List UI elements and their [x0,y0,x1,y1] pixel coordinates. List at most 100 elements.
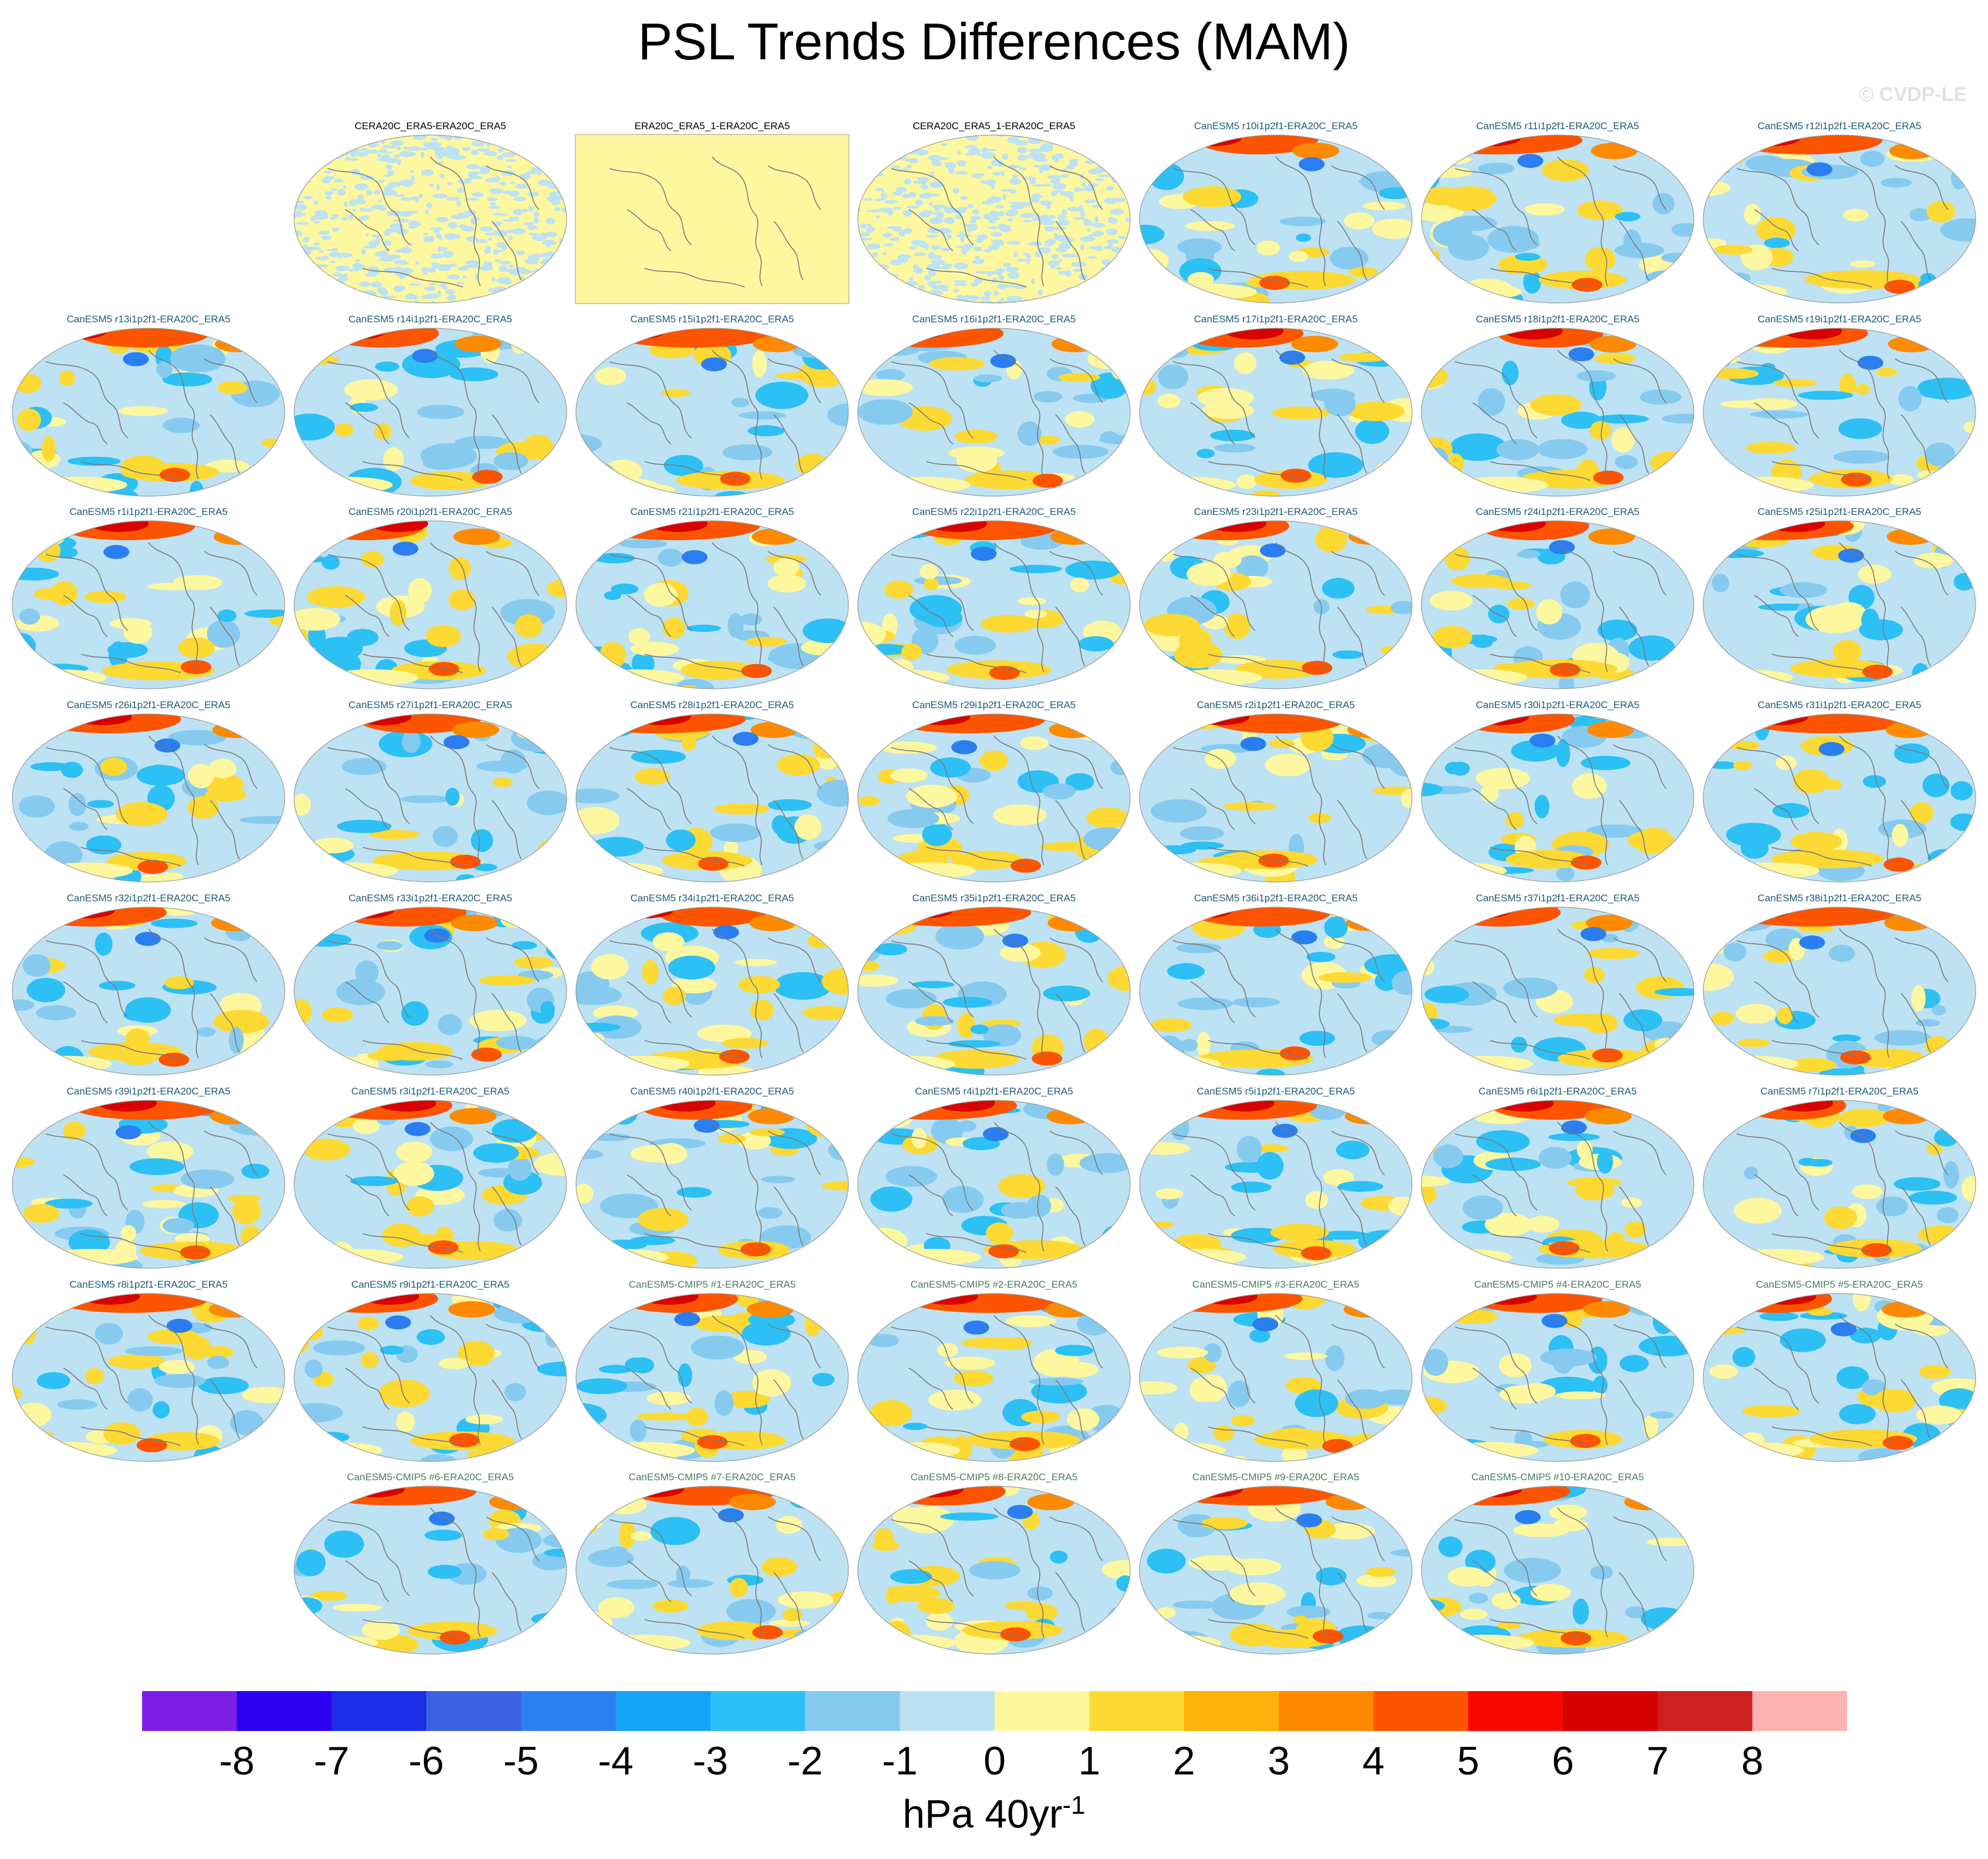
coastline [891,1133,974,1211]
anomaly-patch [1026,1603,1058,1622]
speckle-patch [337,188,346,196]
anomaly-patch [585,463,615,481]
colorbar-tick-label: 0 [983,1739,1006,1783]
anomaly-patch [658,548,683,567]
anomaly-patch [773,972,833,1000]
speckle-patch [484,245,491,250]
speckle-patch [354,183,369,190]
map-outline [1421,134,1694,304]
speckle-patch [910,294,922,301]
arctic-anomaly [1588,528,1636,545]
anomaly-patch [465,1414,503,1424]
anomaly-patch [870,1186,912,1212]
coastline [1895,165,1949,210]
speckle-patch [931,159,941,166]
map-plot [575,713,849,883]
anomaly-patch [1158,1294,1178,1308]
speckle-patch [1032,184,1044,187]
anomaly-patch [299,933,352,947]
southern-core [1861,1243,1892,1258]
speckle-patch [963,244,974,248]
anomaly-patch [1931,135,1976,147]
speckle-patch [561,176,566,182]
map-outline [1139,713,1413,883]
speckle-patch [1126,282,1130,287]
speckle-patch [394,218,410,223]
southern-core [159,1052,190,1067]
coastline [486,744,540,789]
coastline [491,221,522,281]
anomaly-patch [1798,390,1854,400]
speckle-patch [429,282,436,286]
anomaly-patch [1031,1379,1087,1404]
anomaly-patch [1623,1009,1663,1032]
anomaly-patch [26,529,41,541]
anomaly-patch [1572,1598,1589,1625]
coastline [1736,168,1819,245]
anomaly-patch [773,557,800,577]
map-plot [857,1100,1131,1269]
speckle-patch [362,245,377,249]
speckle-patch [967,204,974,208]
anomaly-patch [555,1520,567,1539]
anomaly-patch [1556,739,1571,767]
speckle-patch [294,153,301,158]
anomaly-patch [940,1512,999,1521]
coastline [1839,735,1890,865]
anomaly-patch [747,425,785,437]
speckle-patch [356,151,369,157]
arctic-anomaly [453,528,501,545]
anomaly-patch [1736,1003,1776,1024]
map-outline [857,907,1131,1076]
coastline [926,461,1027,481]
anomaly-patch [84,590,127,604]
map-outline [294,134,567,304]
anomaly-patch [439,1358,470,1369]
speckle-patch [294,175,305,180]
speckle-patch [488,206,501,210]
coastline [430,349,481,480]
anomaly-patch [1961,1176,1976,1202]
anomaly-patch [590,837,644,857]
anomaly-patch [1196,1032,1211,1058]
anomaly-patch [360,551,385,568]
anomaly-patch [1515,252,1541,261]
anomaly-patch [1236,1136,1262,1163]
arctic-core [1783,328,1842,339]
speckle-patch [1122,153,1130,160]
speckle-patch [909,246,917,250]
arctic-anomaly [1587,722,1635,738]
speckle-patch [543,135,557,143]
southern-core [1571,856,1602,870]
anomaly-patch [228,1194,261,1203]
coastline [1771,461,1872,481]
coastline [1172,361,1256,439]
speckle-patch [552,280,562,286]
anomaly-patch [1905,332,1956,341]
anomaly-patch [970,1024,989,1035]
speckle-patch [1026,257,1030,265]
speckle-patch [387,170,395,176]
coastline [926,847,1027,867]
anomaly-patch [1084,1028,1109,1055]
anomaly-patch [1917,379,1947,398]
speckle-patch [1120,274,1127,278]
speckle-patch [356,292,362,297]
anomaly-patch [1918,1225,1965,1244]
map-panel: CanESM5 r11i1p2f1-ERA20C_ERA5 [1420,120,1696,320]
anomaly-patch [245,521,285,544]
speckle-patch [543,163,555,167]
colorbar-swatch [1468,1691,1564,1731]
cold-core [429,1511,455,1526]
speckle-patch [294,136,309,140]
speckle-patch [1055,267,1062,271]
speckle-patch [304,196,314,200]
coastline [609,554,692,631]
anomaly-patch [1181,715,1212,725]
cold-core [983,1127,1009,1141]
anomaly-patch [752,350,767,378]
anomaly-patch [1187,483,1207,496]
speckle-patch [551,195,563,200]
speckle-patch [527,191,539,197]
speckle-patch [1007,136,1020,144]
